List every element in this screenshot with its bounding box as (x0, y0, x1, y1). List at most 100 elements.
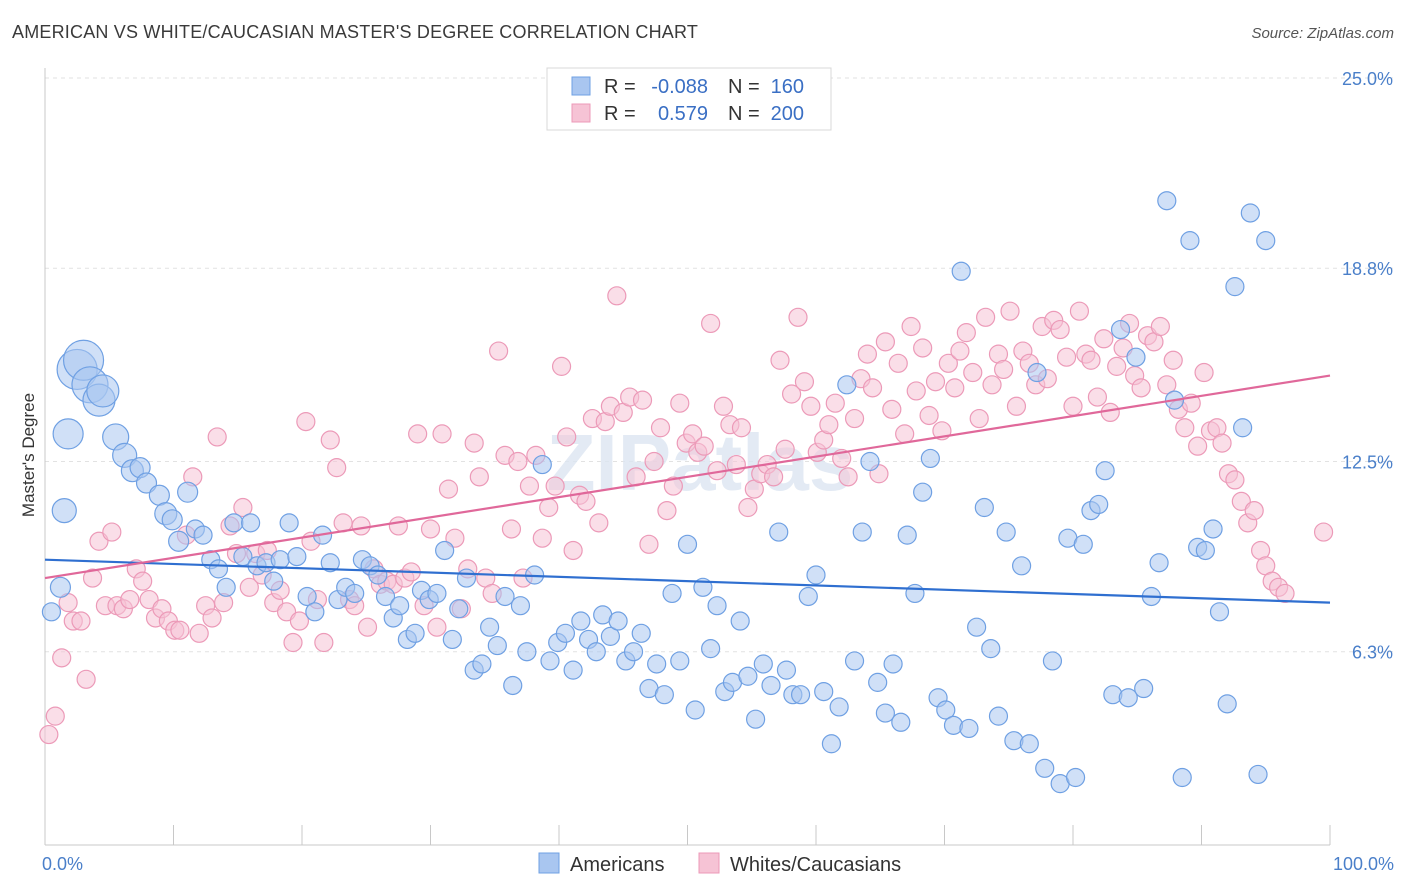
data-point (420, 519, 441, 539)
data-point (994, 359, 1014, 380)
trend-line (44, 558, 1331, 604)
data-point (1149, 553, 1169, 573)
data-point (1118, 688, 1138, 708)
data-point (1313, 522, 1334, 542)
data-point (798, 586, 818, 607)
data-point (189, 623, 209, 643)
data-point (883, 654, 903, 674)
data-point (390, 596, 410, 616)
chart-source: Source: ZipAtlas.com (1251, 25, 1394, 42)
data-point (551, 356, 572, 376)
data-point (814, 681, 834, 702)
data-point (82, 568, 103, 588)
trend-line (44, 374, 1331, 580)
data-point (753, 654, 773, 674)
data-point (825, 393, 845, 413)
data-point (852, 522, 872, 542)
data-point (351, 516, 371, 536)
data-point (1011, 556, 1032, 576)
data-point (563, 540, 583, 561)
data-point (427, 617, 447, 637)
series-legend: Americans Whites/Caucasians (538, 852, 901, 876)
data-point (713, 396, 734, 416)
data-point (71, 611, 91, 631)
data-point (943, 715, 964, 735)
data-point (41, 602, 62, 622)
data-point (193, 525, 213, 545)
data-point (283, 632, 303, 653)
data-point (956, 323, 976, 343)
data-point (1063, 396, 1083, 416)
data-point (670, 393, 690, 413)
data-point (233, 497, 253, 518)
data-point (746, 709, 766, 729)
stats-legend: R = -0.088 N = 160 R = 0.579 N = 200 (546, 67, 832, 131)
data-point (489, 341, 509, 361)
data-point (1217, 694, 1237, 714)
data-point (663, 476, 683, 496)
data-point (775, 439, 795, 459)
data-point (631, 623, 651, 643)
data-point (969, 408, 989, 429)
data-point (1056, 347, 1077, 367)
data-point (540, 651, 560, 671)
data-point (1027, 362, 1047, 383)
legend-swatch (698, 852, 720, 874)
data-point (819, 415, 839, 435)
data-point (897, 525, 917, 545)
data-point (224, 513, 244, 533)
data-point (1157, 375, 1177, 395)
data-point (600, 626, 621, 646)
data-point (408, 424, 428, 444)
stats-swatch (571, 103, 591, 123)
data-point (639, 534, 659, 554)
x-tick-label: 100.0% (1333, 854, 1394, 874)
data-point (510, 596, 531, 616)
data-point (644, 451, 664, 472)
data-point (821, 734, 842, 754)
data-point (996, 522, 1016, 542)
r-value: 0.579 (658, 103, 708, 125)
data-point (683, 424, 703, 444)
data-point (239, 577, 259, 597)
data-point (432, 424, 452, 444)
data-point (545, 476, 565, 496)
data-point (685, 700, 705, 720)
data-point (657, 500, 677, 521)
data-point (1163, 350, 1183, 370)
data-point (794, 372, 815, 392)
data-point (913, 338, 933, 358)
data-point (375, 586, 396, 607)
data-point (938, 353, 958, 373)
data-point (1100, 402, 1120, 423)
data-point (1107, 356, 1127, 376)
data-point (405, 623, 425, 643)
data-point (168, 530, 190, 552)
data-point (650, 418, 671, 438)
data-point (1188, 436, 1208, 456)
data-point (882, 399, 902, 419)
data-point (781, 384, 802, 404)
data-point (589, 513, 609, 533)
data-point (654, 685, 674, 705)
data-point (701, 313, 721, 334)
data-point (270, 550, 290, 570)
data-point (327, 458, 347, 478)
data-point (829, 697, 849, 717)
data-point (1157, 191, 1177, 211)
data-point (495, 586, 515, 607)
data-point (532, 454, 552, 475)
data-point (241, 513, 261, 533)
data-point (49, 576, 72, 598)
data-point (788, 307, 808, 327)
data-point (763, 467, 784, 487)
data-point (632, 390, 653, 410)
data-point (287, 547, 307, 567)
data-point (1006, 396, 1027, 416)
data-point (1110, 319, 1131, 340)
data-point (607, 286, 627, 306)
data-point (837, 375, 857, 395)
n-label: N = (728, 103, 760, 125)
data-point (860, 451, 880, 472)
